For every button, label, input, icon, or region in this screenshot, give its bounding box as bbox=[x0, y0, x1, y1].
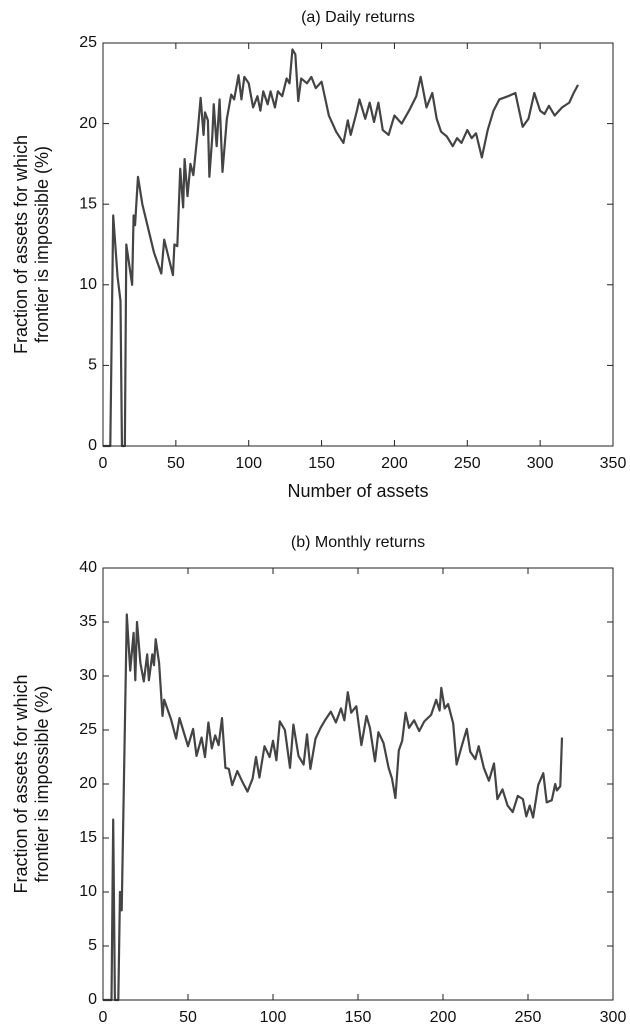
x-tick-label: 100 bbox=[235, 455, 262, 472]
y-tick-label: 0 bbox=[88, 437, 97, 454]
y-tick-label: 10 bbox=[79, 883, 97, 900]
data-line bbox=[103, 48, 579, 448]
x-tick-label: 350 bbox=[600, 455, 627, 472]
chart-title: (b) Monthly returns bbox=[291, 534, 425, 551]
y-tick-label: 20 bbox=[79, 775, 97, 792]
x-tick-label: 50 bbox=[179, 1009, 197, 1026]
x-tick-label: 50 bbox=[167, 455, 185, 472]
y-tick-label: 35 bbox=[79, 613, 97, 630]
x-tick-label: 100 bbox=[260, 1009, 287, 1026]
y-tick-label: 25 bbox=[79, 34, 97, 51]
plot-frame bbox=[102, 42, 614, 447]
x-tick-label: 150 bbox=[308, 455, 335, 472]
y-tick-label: 25 bbox=[79, 721, 97, 738]
x-axis-label: Number of assets bbox=[287, 481, 428, 501]
y-axis-label: Fraction of assets for which bbox=[11, 135, 31, 354]
x-tick-label: 150 bbox=[345, 1009, 372, 1026]
x-tick-label: 0 bbox=[99, 455, 108, 472]
plot-frame bbox=[102, 567, 614, 1001]
x-tick-label: 200 bbox=[430, 1009, 457, 1026]
data-line bbox=[103, 613, 564, 1002]
x-tick-label: 250 bbox=[515, 1009, 542, 1026]
x-tick-label: 300 bbox=[600, 1009, 627, 1026]
x-tick-label: 200 bbox=[381, 455, 408, 472]
y-tick-label: 0 bbox=[88, 991, 97, 1008]
y-tick-label: 10 bbox=[79, 276, 97, 293]
y-tick-label: 40 bbox=[79, 559, 97, 576]
y-tick-label: 5 bbox=[88, 937, 97, 954]
y-axis-label: frontier is impossible (%) bbox=[32, 685, 52, 882]
y-axis-label: Fraction of assets for which bbox=[11, 674, 31, 893]
y-tick-label: 20 bbox=[79, 115, 97, 132]
x-tick-label: 0 bbox=[99, 1009, 108, 1026]
x-tick-label: 300 bbox=[527, 455, 554, 472]
y-tick-label: 5 bbox=[88, 357, 97, 374]
x-tick-label: 250 bbox=[454, 455, 481, 472]
y-tick-label: 30 bbox=[79, 667, 97, 684]
y-tick-label: 15 bbox=[79, 195, 97, 212]
chart-title: (a) Daily returns bbox=[301, 9, 415, 26]
y-tick-label: 15 bbox=[79, 829, 97, 846]
y-axis-label: frontier is impossible (%) bbox=[32, 146, 52, 343]
